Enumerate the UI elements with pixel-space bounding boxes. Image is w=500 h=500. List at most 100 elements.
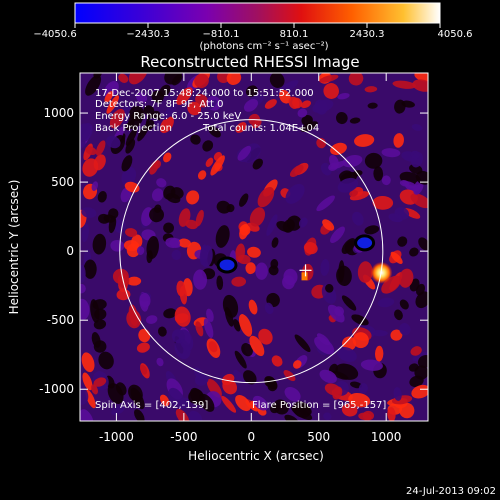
pattern-blob <box>330 142 347 155</box>
pattern-blob <box>377 297 395 308</box>
pattern-blob <box>358 383 368 394</box>
pattern-blob <box>80 264 86 284</box>
spin-axis-text: Spin Axis = [402,-139] <box>95 400 208 411</box>
y-tick-label: -500 <box>47 313 74 327</box>
pattern-blob <box>194 73 209 89</box>
pattern-blob <box>243 370 257 385</box>
colorbar-tick-label: 4050.6 <box>438 29 473 40</box>
pattern-blob <box>314 336 335 355</box>
pattern-blob <box>390 251 403 264</box>
pattern-blob <box>200 245 213 268</box>
pattern-blob <box>410 151 423 168</box>
pattern-blob <box>98 351 114 370</box>
pattern-blob <box>288 96 300 109</box>
pattern-blob <box>247 246 261 258</box>
pattern-blob <box>121 166 137 186</box>
pattern-blob <box>411 123 423 131</box>
pattern-blob <box>397 236 408 247</box>
pattern-blob <box>336 111 348 125</box>
method: Back Projection <box>95 123 172 134</box>
pattern-blob <box>195 321 204 337</box>
pattern-blob <box>208 126 221 138</box>
pattern-blob <box>123 240 140 252</box>
pattern-blob <box>92 299 107 310</box>
spin-axis-marker <box>299 264 312 281</box>
pattern-blob <box>248 299 258 315</box>
plot-title: Reconstructed RHESSI Image <box>140 53 359 71</box>
info-annotations: 17-Dec-2007 15:48:24.000 to 15:51:52.000… <box>95 88 386 411</box>
pattern-blob <box>237 254 251 265</box>
pattern-blob <box>118 73 129 83</box>
pattern-blob <box>330 160 347 170</box>
pattern-blob <box>124 181 140 193</box>
pattern-blob <box>108 216 117 234</box>
colorbar-unit-label: (photons cm⁻² s⁻¹ asec⁻²) <box>199 41 328 52</box>
pattern-blob <box>165 237 181 248</box>
time-range: 17-Dec-2007 15:48:24.000 to 15:51:52.000 <box>95 88 314 99</box>
pattern-blob <box>354 134 375 147</box>
x-tick-label: 0 <box>247 430 255 444</box>
footer-timestamp: 24-Jul-2013 09:02 <box>406 486 496 497</box>
pattern-blob <box>93 73 102 79</box>
colorbar-ticks <box>74 23 441 28</box>
pattern-blob <box>179 285 188 305</box>
pattern-blob <box>111 405 125 416</box>
pattern-blob <box>303 242 318 255</box>
pattern-blob <box>239 223 249 240</box>
pattern-blob <box>238 314 253 337</box>
pattern-blob <box>418 237 428 251</box>
flare-position-text: Flare Position = [965,-157] <box>252 400 386 411</box>
colorbar-tick-label: 810.1 <box>280 29 309 40</box>
energy-range: Energy Range: 6.0 - 25.0 keV <box>95 111 241 122</box>
pattern-blob <box>409 247 419 257</box>
pattern-blob <box>178 208 191 227</box>
pattern-blob <box>159 394 170 407</box>
pattern-blob <box>323 83 339 99</box>
pattern-blob <box>398 268 414 288</box>
pattern-blob <box>151 90 164 103</box>
pattern-blob <box>195 372 209 386</box>
pattern-blob <box>239 193 249 207</box>
pattern-blob <box>106 95 120 114</box>
pattern-blob <box>323 412 332 421</box>
pattern-blob <box>137 123 150 142</box>
pattern-blob <box>85 146 97 156</box>
pattern-blob <box>414 365 428 380</box>
pattern-blob <box>319 74 339 83</box>
pattern-blob <box>367 102 378 109</box>
x-tick-label: 1000 <box>371 430 402 444</box>
pattern-blob <box>316 195 335 212</box>
pattern-blob <box>221 395 237 413</box>
pattern-blob <box>358 412 373 421</box>
pattern-blob <box>143 105 155 116</box>
pattern-blob <box>387 407 396 421</box>
pattern-blob <box>252 158 263 170</box>
pattern-blob <box>106 135 121 149</box>
x-axis: -1000 -500 0 500 1000 <box>99 73 401 444</box>
pattern-blob <box>216 200 231 214</box>
pattern-blob <box>186 190 200 205</box>
pattern-blob <box>198 393 215 412</box>
pattern-blob <box>207 99 217 110</box>
pattern-blob <box>235 122 247 133</box>
pattern-blob <box>134 409 145 421</box>
pattern-blob <box>174 306 191 327</box>
pattern-blob <box>140 364 148 375</box>
pattern-blob <box>226 73 242 85</box>
pattern-blob <box>364 86 378 93</box>
pattern-blob <box>215 225 230 248</box>
pattern-blob <box>241 343 253 357</box>
pattern-blob <box>399 299 409 310</box>
pattern-blob <box>334 306 344 317</box>
pattern-blob <box>348 392 371 408</box>
pattern-blob <box>109 108 125 129</box>
pattern-blob <box>342 336 357 351</box>
y-tick-label: -1000 <box>39 382 74 396</box>
pattern-blob <box>231 276 247 287</box>
pattern-blob <box>271 237 279 248</box>
pattern-blob <box>284 386 301 402</box>
pattern-blob <box>197 170 207 180</box>
pattern-blob <box>126 276 142 286</box>
pattern-blob <box>163 185 176 200</box>
